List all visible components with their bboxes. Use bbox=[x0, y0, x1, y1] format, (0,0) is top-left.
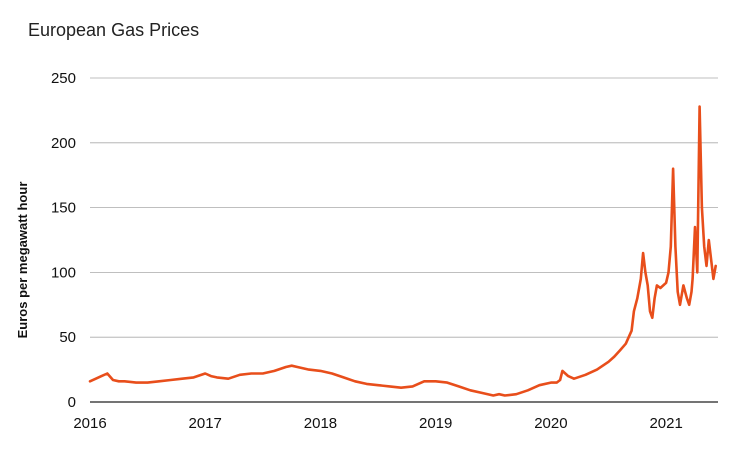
chart-title: European Gas Prices bbox=[28, 20, 200, 40]
x-tick-label: 2021 bbox=[649, 415, 682, 432]
x-axis-ticks: 2016 2017 2018 2019 2020 2021 bbox=[73, 415, 683, 432]
x-tick-label: 2018 bbox=[304, 415, 337, 432]
y-tick-label: 50 bbox=[59, 329, 76, 346]
y-tick-label: 200 bbox=[51, 135, 76, 152]
y-tick-label: 250 bbox=[51, 70, 76, 87]
gridlines bbox=[90, 77, 718, 338]
series-line-gas-price bbox=[88, 105, 717, 397]
x-tick-label: 2019 bbox=[419, 415, 452, 432]
y-tick-label: 100 bbox=[51, 264, 76, 281]
x-tick-label: 2016 bbox=[73, 415, 106, 432]
y-axis-ticks: 0 50 100 150 200 250 bbox=[51, 70, 76, 411]
y-tick-label: 150 bbox=[51, 200, 76, 217]
y-axis-label: Euros per megawatt hour bbox=[15, 182, 30, 339]
x-tick-label: 2017 bbox=[189, 415, 222, 432]
x-tick-label: 2020 bbox=[534, 415, 567, 432]
y-tick-label: 0 bbox=[68, 394, 76, 411]
